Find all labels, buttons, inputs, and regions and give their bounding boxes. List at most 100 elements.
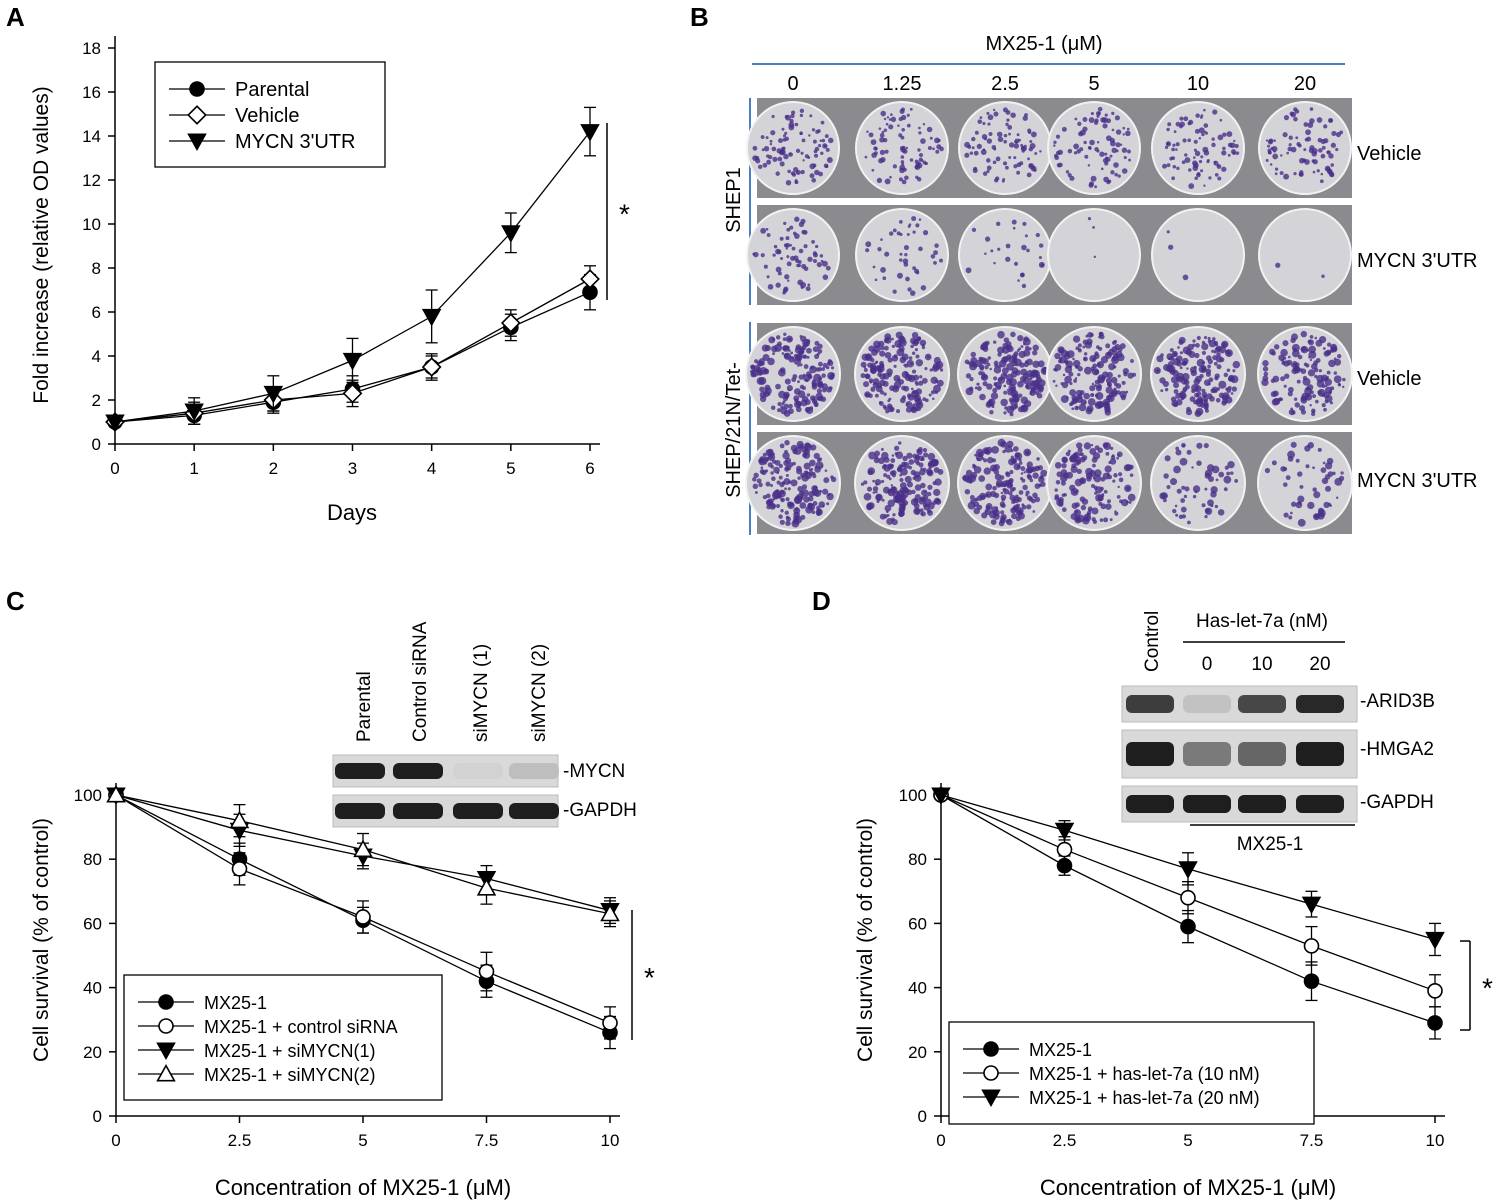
colony <box>1052 379 1056 383</box>
colony <box>1083 442 1092 450</box>
colony <box>1283 115 1290 121</box>
colony <box>1288 386 1294 393</box>
colony <box>776 480 781 485</box>
colony <box>982 346 989 352</box>
colony <box>1013 351 1019 357</box>
panel-label-d: D <box>812 586 831 616</box>
colony <box>865 248 870 253</box>
colony <box>769 142 773 146</box>
colony <box>1223 475 1232 484</box>
colony <box>1291 333 1299 341</box>
colony <box>1221 150 1227 156</box>
colony <box>760 253 765 258</box>
colony <box>1006 362 1014 371</box>
colony <box>1164 455 1171 462</box>
colony <box>1328 153 1334 159</box>
colony <box>1290 407 1294 411</box>
colony <box>883 392 887 396</box>
blot-c-band <box>509 803 559 819</box>
colony <box>965 373 972 379</box>
data-point <box>1427 1015 1443 1031</box>
colony <box>1026 248 1030 253</box>
colony <box>1023 448 1032 457</box>
colony <box>906 113 910 117</box>
colony <box>1335 147 1339 152</box>
colony <box>1303 362 1308 367</box>
colony <box>1272 153 1279 160</box>
data-point <box>1180 889 1196 906</box>
colony <box>1196 172 1201 176</box>
colony <box>1023 349 1031 357</box>
colony <box>903 262 909 267</box>
colony <box>1105 377 1112 384</box>
colony <box>990 249 994 253</box>
colony <box>1324 485 1332 492</box>
colony <box>1191 466 1194 469</box>
colony <box>1216 164 1222 169</box>
colony <box>1030 131 1037 138</box>
colony <box>1320 153 1326 159</box>
colony <box>1069 484 1076 492</box>
colony <box>1175 446 1180 451</box>
x-tick-label: 3 <box>348 459 357 478</box>
colony <box>1274 167 1279 171</box>
colony <box>1227 385 1232 390</box>
colony <box>1003 337 1010 343</box>
colony <box>1270 146 1274 151</box>
colony <box>1195 343 1200 348</box>
data-point <box>501 225 521 243</box>
colony <box>927 145 932 151</box>
colony <box>965 469 973 476</box>
colony <box>794 233 800 239</box>
colony <box>911 331 919 339</box>
colony <box>1184 153 1188 157</box>
colony <box>1098 331 1104 337</box>
colony <box>1025 490 1030 495</box>
colony <box>866 130 869 133</box>
colony <box>1003 390 1008 395</box>
colony <box>879 137 885 143</box>
colony <box>1200 155 1204 159</box>
colony <box>922 397 927 401</box>
colony <box>812 163 817 168</box>
colony <box>1164 387 1169 392</box>
colony <box>1198 365 1206 373</box>
colony <box>881 130 885 134</box>
colony <box>920 159 924 162</box>
colony <box>1025 493 1028 497</box>
colony <box>990 519 997 525</box>
colony <box>1192 494 1197 499</box>
colony <box>1090 393 1095 398</box>
colony <box>932 481 937 486</box>
colony <box>762 390 770 398</box>
significance-star: * <box>619 199 630 230</box>
colony <box>935 149 940 154</box>
colony <box>870 386 876 392</box>
colony <box>891 337 894 341</box>
colony <box>788 152 792 156</box>
colony <box>1055 134 1061 139</box>
colony <box>1123 155 1127 160</box>
colony <box>913 503 920 509</box>
blot-d-band <box>1183 695 1231 713</box>
colony <box>1299 484 1304 489</box>
colony <box>789 225 794 230</box>
colony <box>814 146 820 152</box>
colony <box>891 355 899 362</box>
colony <box>920 511 926 517</box>
colony <box>1186 367 1189 370</box>
colony <box>1312 487 1317 492</box>
colony <box>1036 392 1043 399</box>
western-blot-c <box>332 754 559 828</box>
colony <box>1313 491 1321 499</box>
x-tick-label: 6 <box>585 459 594 478</box>
colony <box>790 113 795 119</box>
colony <box>1005 472 1011 478</box>
colony <box>984 252 987 256</box>
colony <box>973 363 978 368</box>
colony <box>1121 380 1126 385</box>
colony <box>1194 410 1202 418</box>
data-point <box>1427 983 1443 999</box>
colony <box>985 502 993 510</box>
colony <box>780 407 788 415</box>
